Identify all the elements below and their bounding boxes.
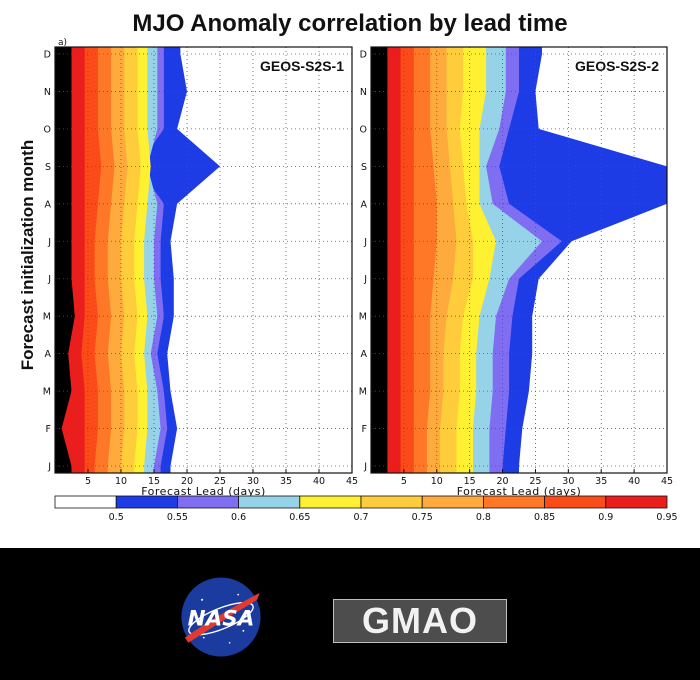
y-tick-label: J xyxy=(363,237,367,248)
y-tick-label: J xyxy=(47,274,51,285)
colorbar-swatch xyxy=(238,495,301,509)
y-tick-label: M xyxy=(359,312,367,323)
colorbar-label: 0.75 xyxy=(412,512,433,523)
x-axis-label: Forecast Lead (days) xyxy=(457,485,582,498)
colorbar-swatch xyxy=(299,495,362,509)
x-tick-label: 40 xyxy=(313,476,325,487)
x-tick-label: 45 xyxy=(346,476,358,487)
y-tick-label: A xyxy=(361,199,368,210)
y-tick-label: O xyxy=(44,124,51,135)
colorbar-swatch xyxy=(605,495,668,509)
x-tick-label: 35 xyxy=(280,476,292,487)
colorbar-label: 0.55 xyxy=(167,512,188,523)
x-tick-label: 25 xyxy=(214,476,226,487)
model-label: GEOS-S2S-1 xyxy=(260,58,344,74)
panel-geos-s2s-2: 5 10 15 20 25 30 35 40 45 J F M A M J J A S O N D Forecast Le… xyxy=(359,46,673,498)
y-tick-label: A xyxy=(45,349,52,360)
panel-frame xyxy=(54,46,353,474)
colorbar-label: 0.5 xyxy=(109,512,124,523)
x-tick-label: 10 xyxy=(115,476,127,487)
panel-geos-s2s-1: 5 10 15 20 25 30 35 40 45 J F M A M J J A S O N D Forecast Le… xyxy=(43,38,358,498)
colorbar-label: 0.8 xyxy=(476,512,491,523)
colorbar-label: 0.7 xyxy=(353,512,368,523)
svg-text:NASA: NASA xyxy=(188,607,255,632)
y-tick-label: J xyxy=(363,462,367,473)
y-tick-label: A xyxy=(45,199,52,210)
x-tick-label: 15 xyxy=(148,476,160,487)
colorbar-swatch xyxy=(544,495,607,509)
contour-band-0.95 xyxy=(55,47,75,473)
y-tick-label: J xyxy=(363,274,367,285)
x-tick-label: 5 xyxy=(401,476,407,487)
x-tick-label: 5 xyxy=(85,476,91,487)
x-tick-label: 20 xyxy=(181,476,193,487)
x-tick-label: 15 xyxy=(464,476,476,487)
colorbar-label: 0.6 xyxy=(231,512,246,523)
x-tick-label: 30 xyxy=(562,476,574,487)
y-tick-label: D xyxy=(44,50,51,61)
y-tick-label: M xyxy=(359,387,367,398)
x-tick-label: 10 xyxy=(431,476,443,487)
contour-band-0.95 xyxy=(371,47,388,473)
panel-label: a) xyxy=(58,38,67,48)
model-label: GEOS-S2S-2 xyxy=(575,58,659,74)
nasa-logo: NASA xyxy=(181,577,261,657)
colorbar-label: 0.85 xyxy=(534,512,555,523)
y-tick-label: J xyxy=(47,462,51,473)
colorbar-label: 0.95 xyxy=(656,512,677,523)
x-axis-label: Forecast Lead (days) xyxy=(141,485,266,498)
panel-frame xyxy=(370,46,668,474)
y-tick-label: D xyxy=(360,50,367,61)
y-tick-label: S xyxy=(45,162,51,173)
colorbar-swatch xyxy=(54,495,117,509)
colorbar-swatch xyxy=(360,495,423,509)
y-tick-label: N xyxy=(360,87,367,98)
colorbar-swatch xyxy=(176,495,239,509)
chart-title: MJO Anomaly correlation by lead time xyxy=(132,10,568,37)
x-tick-label: 40 xyxy=(628,476,640,487)
x-tick-label: 30 xyxy=(247,476,259,487)
colorbar-label: 0.65 xyxy=(289,512,310,523)
colorbar-label: 0.9 xyxy=(598,512,613,523)
y-tick-label: S xyxy=(361,162,367,173)
colorbar-swatch xyxy=(115,495,178,509)
y-tick-label: M xyxy=(43,387,51,398)
y-tick-label: J xyxy=(47,237,51,248)
colorbar: 0.5 0.55 0.6 0.65 0.7 0.75 0.8 0.85 0.9 0.95 xyxy=(54,495,678,523)
y-tick-label: O xyxy=(360,124,367,135)
y-tick-label: N xyxy=(44,87,51,98)
y-tick-label: A xyxy=(361,349,368,360)
colorbar-swatch xyxy=(482,495,545,509)
y-tick-label: F xyxy=(46,424,51,435)
colorbar-swatch xyxy=(421,495,484,509)
x-tick-label: 45 xyxy=(661,476,673,487)
charts-canvas: 5 10 15 20 25 30 35 40 45 J F M A M J J A S O N D Forecast Le… xyxy=(43,38,678,523)
y-tick-label: F xyxy=(362,424,367,435)
x-tick-label: 25 xyxy=(529,476,541,487)
gmao-logo: GMAO xyxy=(333,599,507,643)
y-tick-label: M xyxy=(43,312,51,323)
x-tick-label: 20 xyxy=(497,476,509,487)
x-tick-label: 35 xyxy=(595,476,607,487)
